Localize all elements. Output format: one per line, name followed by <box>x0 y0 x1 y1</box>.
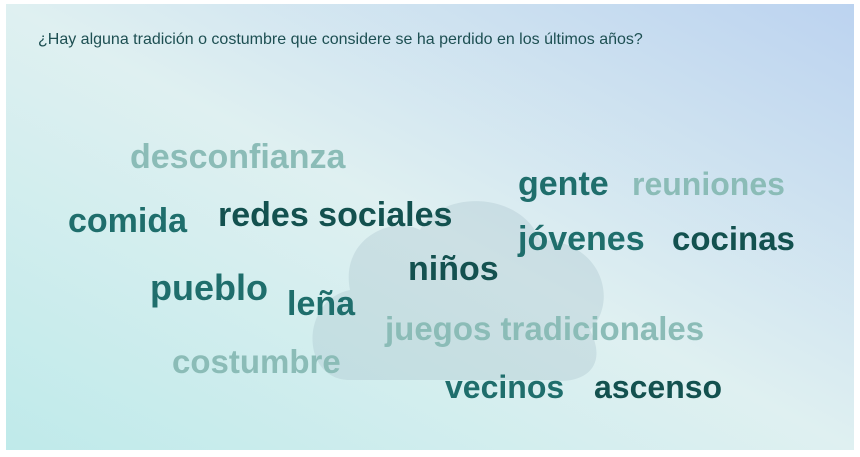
question: ¿Hay alguna tradición o costumbre que co… <box>38 31 643 48</box>
word: comida <box>68 202 188 240</box>
word: leña <box>287 285 356 323</box>
word: jóvenes <box>517 220 645 258</box>
word: desconfianza <box>130 138 346 176</box>
word: cocinas <box>672 220 795 257</box>
word: reuniones <box>632 166 785 202</box>
word: pueblo <box>150 267 268 308</box>
word: juegos tradicionales <box>384 310 704 347</box>
word: vecinos <box>445 369 564 405</box>
word: niños <box>408 250 499 288</box>
word: costumbre <box>172 343 341 380</box>
word: ascenso <box>594 369 722 405</box>
background <box>6 4 854 450</box>
word: redes sociales <box>218 196 452 234</box>
word: gente <box>518 165 609 203</box>
cloud-icon <box>312 201 604 381</box>
